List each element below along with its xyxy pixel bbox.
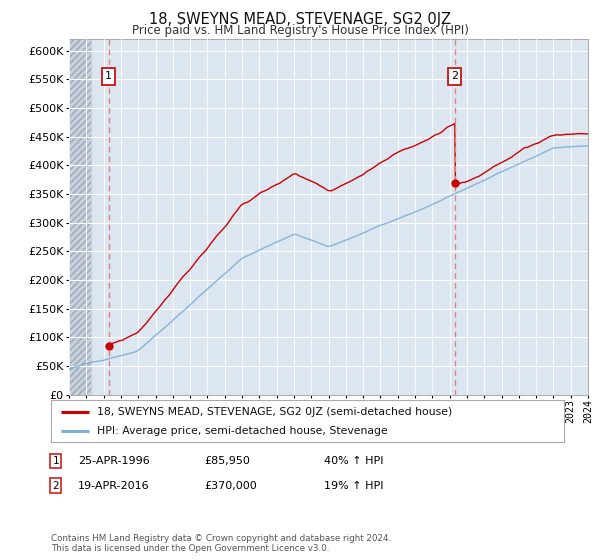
Text: Contains HM Land Registry data © Crown copyright and database right 2024.
This d: Contains HM Land Registry data © Crown c… [51,534,391,553]
Text: 2: 2 [52,480,59,491]
Text: 18, SWEYNS MEAD, STEVENAGE, SG2 0JZ: 18, SWEYNS MEAD, STEVENAGE, SG2 0JZ [149,12,451,27]
Text: 2: 2 [451,72,458,82]
Text: £85,950: £85,950 [204,456,250,466]
Text: 40% ↑ HPI: 40% ↑ HPI [324,456,383,466]
Bar [69,39,91,395]
Text: £370,000: £370,000 [204,480,257,491]
Text: 19% ↑ HPI: 19% ↑ HPI [324,480,383,491]
Text: 18, SWEYNS MEAD, STEVENAGE, SG2 0JZ (semi-detached house): 18, SWEYNS MEAD, STEVENAGE, SG2 0JZ (sem… [97,407,452,417]
Text: 25-APR-1996: 25-APR-1996 [78,456,150,466]
Text: 1: 1 [105,72,112,82]
Text: HPI: Average price, semi-detached house, Stevenage: HPI: Average price, semi-detached house,… [97,426,388,436]
Text: Price paid vs. HM Land Registry's House Price Index (HPI): Price paid vs. HM Land Registry's House … [131,24,469,36]
Text: 1: 1 [52,456,59,466]
Bar [69,39,91,395]
Text: 19-APR-2016: 19-APR-2016 [78,480,149,491]
